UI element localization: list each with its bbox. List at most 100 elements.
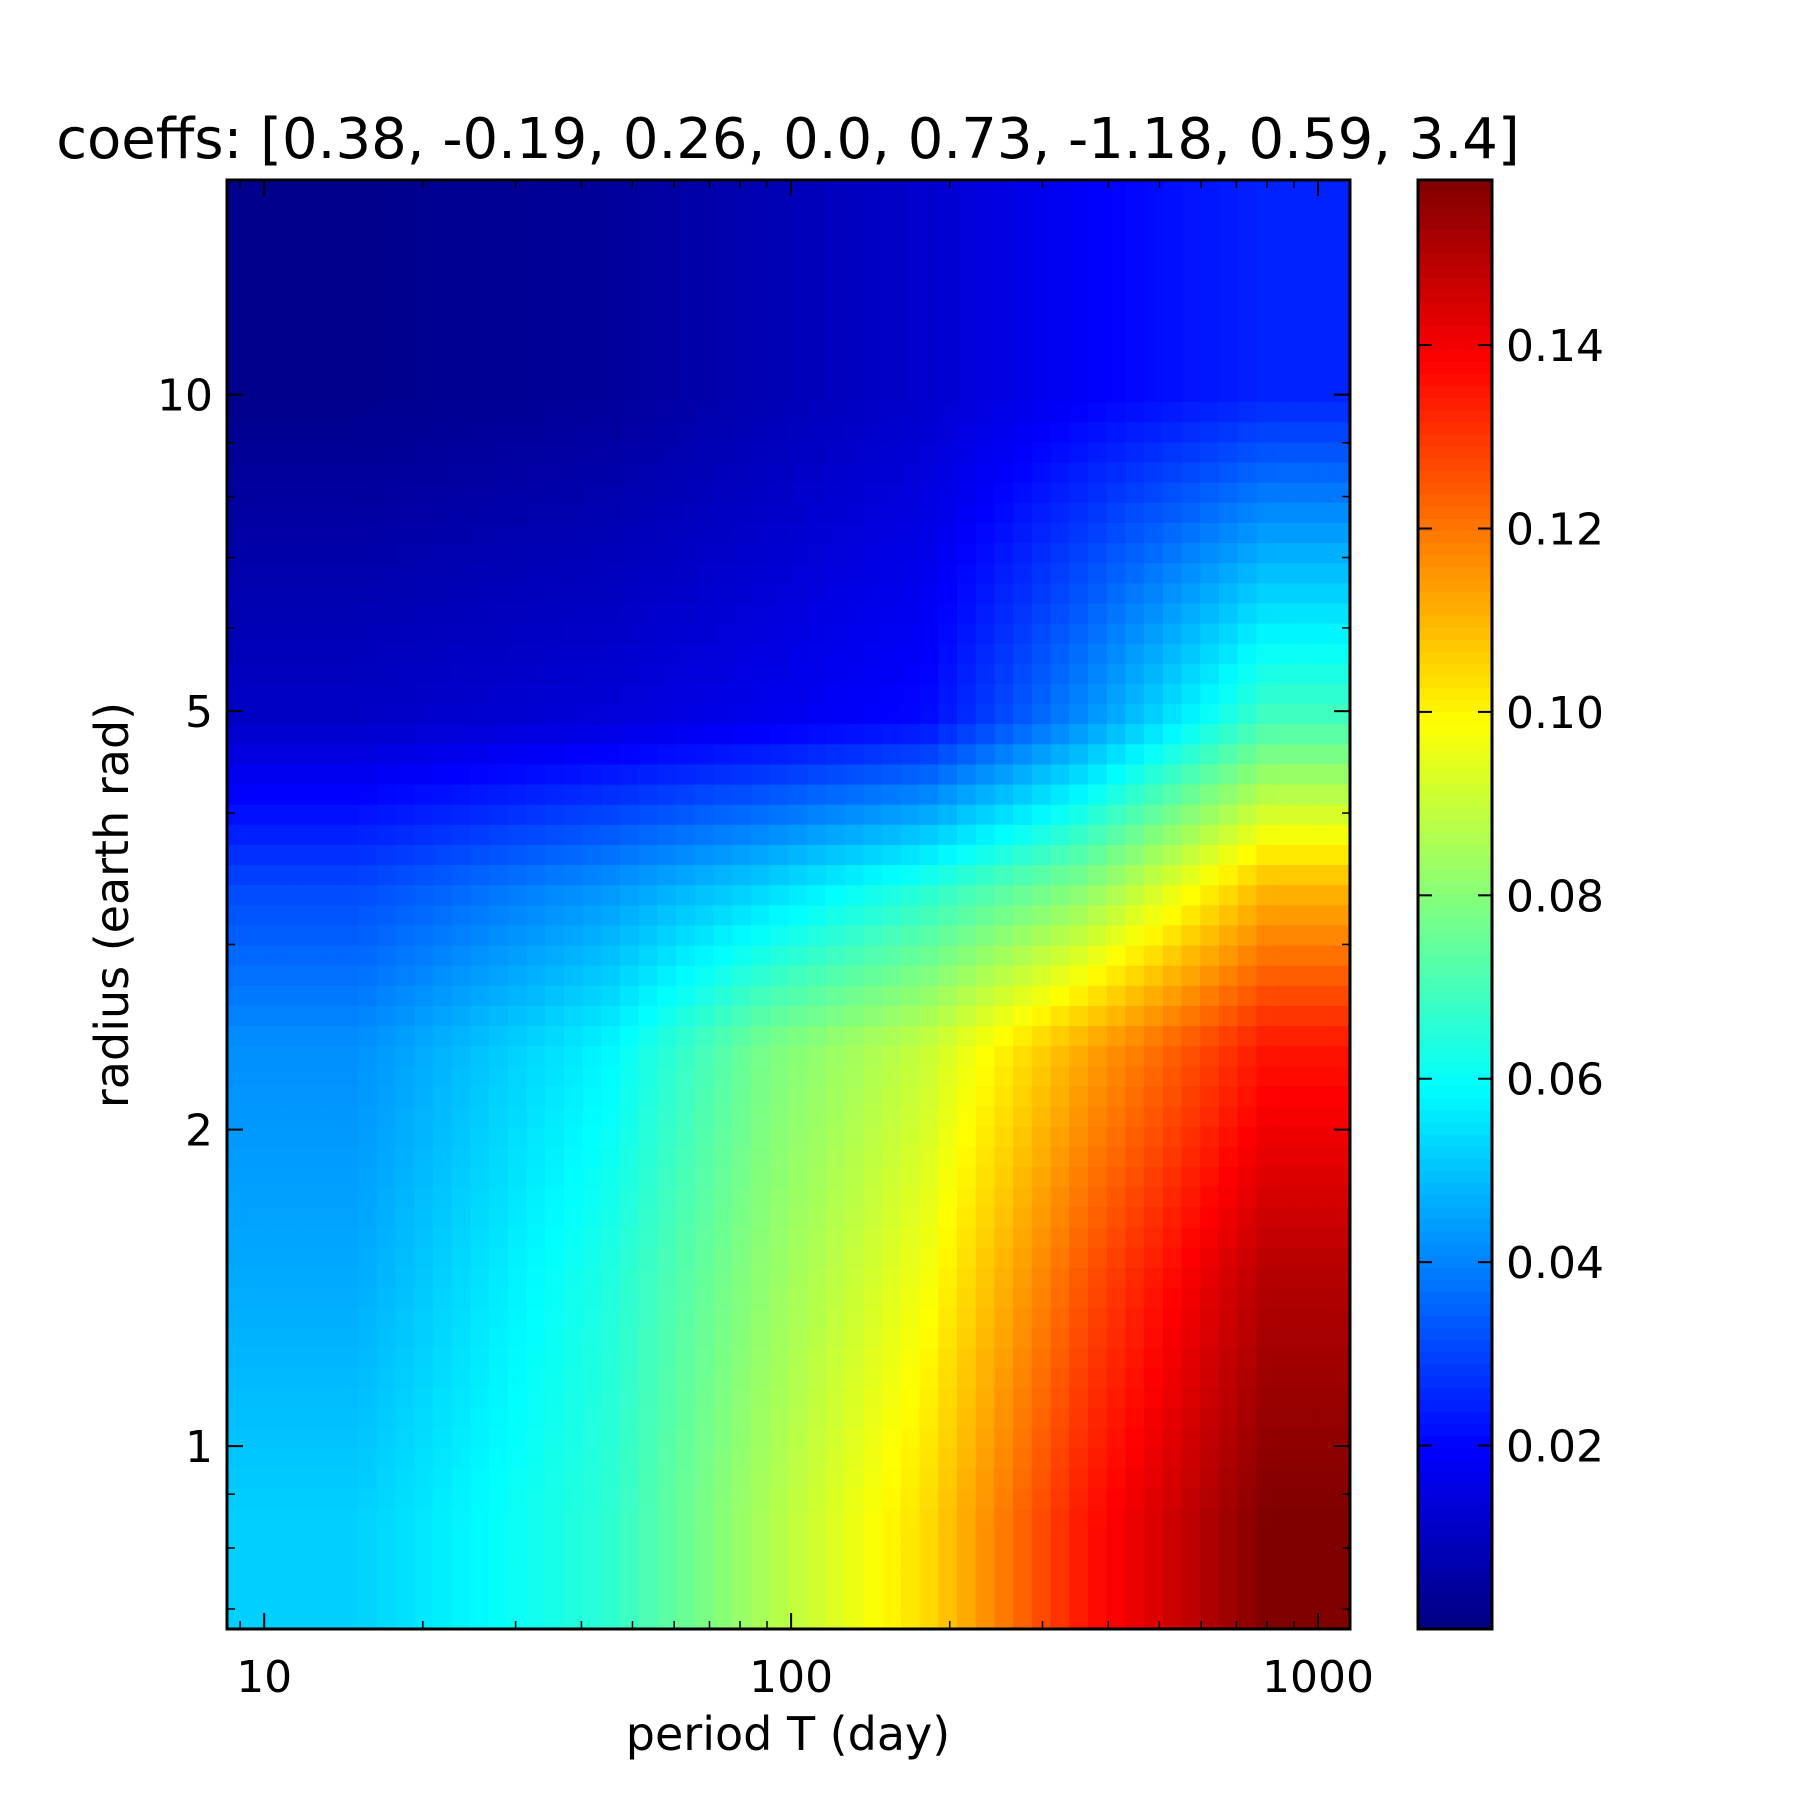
heatmap-cell <box>1069 1588 1089 1610</box>
heatmap-cell <box>1031 300 1052 322</box>
heatmap-cell <box>788 240 809 262</box>
heatmap-cell <box>395 361 415 383</box>
heatmap-cell <box>451 824 472 845</box>
heatmap-cell <box>320 1125 341 1147</box>
heatmap-cell <box>320 1105 341 1127</box>
heatmap-cell <box>489 1025 509 1047</box>
heatmap-cell <box>1293 542 1314 564</box>
heatmap-cell <box>1312 663 1333 684</box>
heatmap-cell <box>1275 602 1295 624</box>
heatmap-cell <box>769 864 790 886</box>
heatmap-cell <box>451 763 472 785</box>
heatmap-cell <box>1293 683 1314 705</box>
heatmap-cell <box>283 1065 303 1087</box>
heatmap-cell <box>432 220 453 242</box>
heatmap-cell <box>1312 1347 1333 1369</box>
heatmap-cell <box>414 1327 434 1349</box>
heatmap-cell <box>227 884 247 906</box>
heatmap-cell <box>844 461 865 483</box>
heatmap-cell <box>657 582 677 604</box>
heatmap-cell <box>844 622 865 644</box>
heatmap-cell <box>657 280 677 302</box>
heatmap-cell <box>264 1508 284 1530</box>
heatmap-cell <box>489 1085 509 1107</box>
heatmap-cell <box>1031 1528 1052 1550</box>
heatmap-cell <box>975 1528 996 1550</box>
heatmap-cell <box>844 642 865 664</box>
heatmap-cell <box>1144 260 1164 282</box>
heatmap-cell <box>414 1125 434 1147</box>
heatmap-cell <box>1106 743 1127 765</box>
heatmap-cell <box>339 1427 359 1449</box>
heatmap-cell <box>638 783 659 805</box>
heatmap-cell <box>601 542 621 564</box>
heatmap-cell <box>545 763 565 785</box>
heatmap-cell <box>1312 240 1333 262</box>
heatmap-cell <box>1331 743 1350 765</box>
heatmap-cell <box>1106 1427 1127 1449</box>
heatmap-cell <box>1050 1327 1071 1349</box>
heatmap-cell <box>1013 361 1033 383</box>
heatmap-cell <box>245 1588 266 1610</box>
heatmap-cell <box>1200 220 1220 242</box>
heatmap-cell <box>1312 381 1333 403</box>
heatmap-cell <box>395 1085 415 1107</box>
heatmap-cell <box>1069 1045 1089 1067</box>
colorbar-segment <box>1418 832 1492 845</box>
heatmap-cell <box>694 1608 715 1629</box>
heatmap-cell <box>1162 1105 1183 1127</box>
heatmap-cell <box>994 1146 1014 1167</box>
heatmap-cell <box>1237 683 1258 705</box>
heatmap-cell <box>395 1226 415 1248</box>
heatmap-cell <box>563 763 584 785</box>
heatmap-cell <box>938 683 958 705</box>
heatmap-cell <box>1293 1508 1314 1530</box>
heatmap-cell <box>657 944 677 966</box>
heatmap-cell <box>227 763 247 785</box>
heatmap-cell <box>582 985 603 1006</box>
heatmap-cell <box>395 1568 415 1590</box>
heatmap-cell <box>1162 723 1183 745</box>
heatmap-cell <box>283 924 303 946</box>
heatmap-cell <box>1331 300 1350 322</box>
heatmap-cell <box>1256 602 1276 624</box>
heatmap-cell <box>1013 1327 1033 1349</box>
heatmap-cell <box>301 562 322 584</box>
heatmap-cell <box>807 1045 827 1067</box>
heatmap-cell <box>938 582 958 604</box>
heatmap-cell <box>788 723 809 745</box>
heatmap-cell <box>301 1608 322 1629</box>
heatmap-cell <box>882 1166 902 1188</box>
heatmap-cell <box>1069 582 1089 604</box>
heatmap-cell <box>264 1166 284 1188</box>
heatmap-cell <box>732 300 752 322</box>
heatmap-cell <box>694 1407 715 1429</box>
heatmap-cell <box>863 1307 883 1328</box>
heatmap-cell <box>1087 1266 1108 1288</box>
heatmap-cell <box>601 260 621 282</box>
heatmap-cell <box>451 361 472 383</box>
heatmap-cell <box>601 723 621 745</box>
heatmap-cell <box>844 683 865 705</box>
heatmap-cell <box>1031 1468 1052 1489</box>
heatmap-cell <box>1256 522 1276 544</box>
heatmap-cell <box>1087 481 1108 503</box>
heatmap-cell <box>1275 1085 1295 1107</box>
heatmap-cell <box>507 441 528 463</box>
heatmap-cell <box>938 1085 958 1107</box>
heatmap-cell <box>769 904 790 926</box>
heatmap-cell <box>1050 663 1071 684</box>
heatmap-cell <box>844 240 865 262</box>
heatmap-cell <box>1237 1146 1258 1167</box>
heatmap-cell <box>1050 461 1071 483</box>
heatmap-cell <box>283 683 303 705</box>
heatmap-cell <box>620 320 640 342</box>
heatmap-cell <box>900 763 921 785</box>
heatmap-cell <box>1256 723 1276 745</box>
heatmap-cell <box>1106 1568 1127 1590</box>
heatmap-cell <box>732 803 752 825</box>
heatmap-cell <box>264 562 284 584</box>
heatmap-cell <box>301 743 322 765</box>
heatmap-cell <box>788 481 809 503</box>
heatmap-cell <box>638 864 659 886</box>
